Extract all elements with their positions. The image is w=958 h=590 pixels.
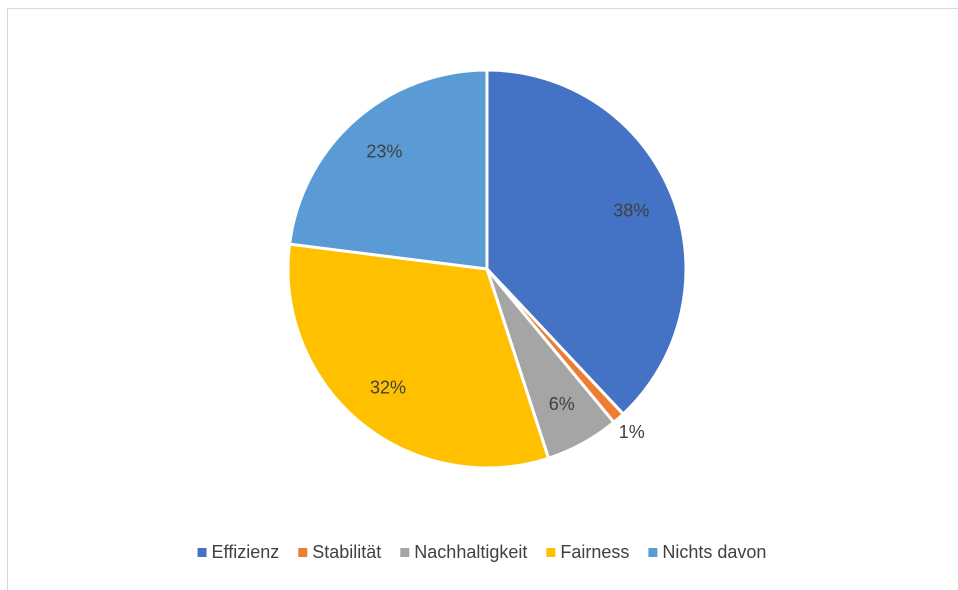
legend-label: Stabilität [312,542,381,562]
legend-marker [546,548,556,557]
data-label: 32% [370,377,406,397]
data-label: 1% [619,422,645,442]
legend-label: Effizienz [212,542,280,562]
legend-marker [648,548,658,557]
legend-label: Nachhaltigkeit [414,542,527,562]
legend-label: Fairness [560,542,629,562]
legend-marker [298,548,308,557]
data-label: 38% [613,201,649,221]
pie-slice [287,68,489,271]
data-label: 6% [549,394,575,414]
pie-slice [286,242,551,470]
pie-slice [485,68,688,417]
legend-label: Nichts davon [662,542,766,562]
data-label: 23% [366,141,402,161]
legend-marker [400,548,410,557]
legend-marker [197,548,207,557]
